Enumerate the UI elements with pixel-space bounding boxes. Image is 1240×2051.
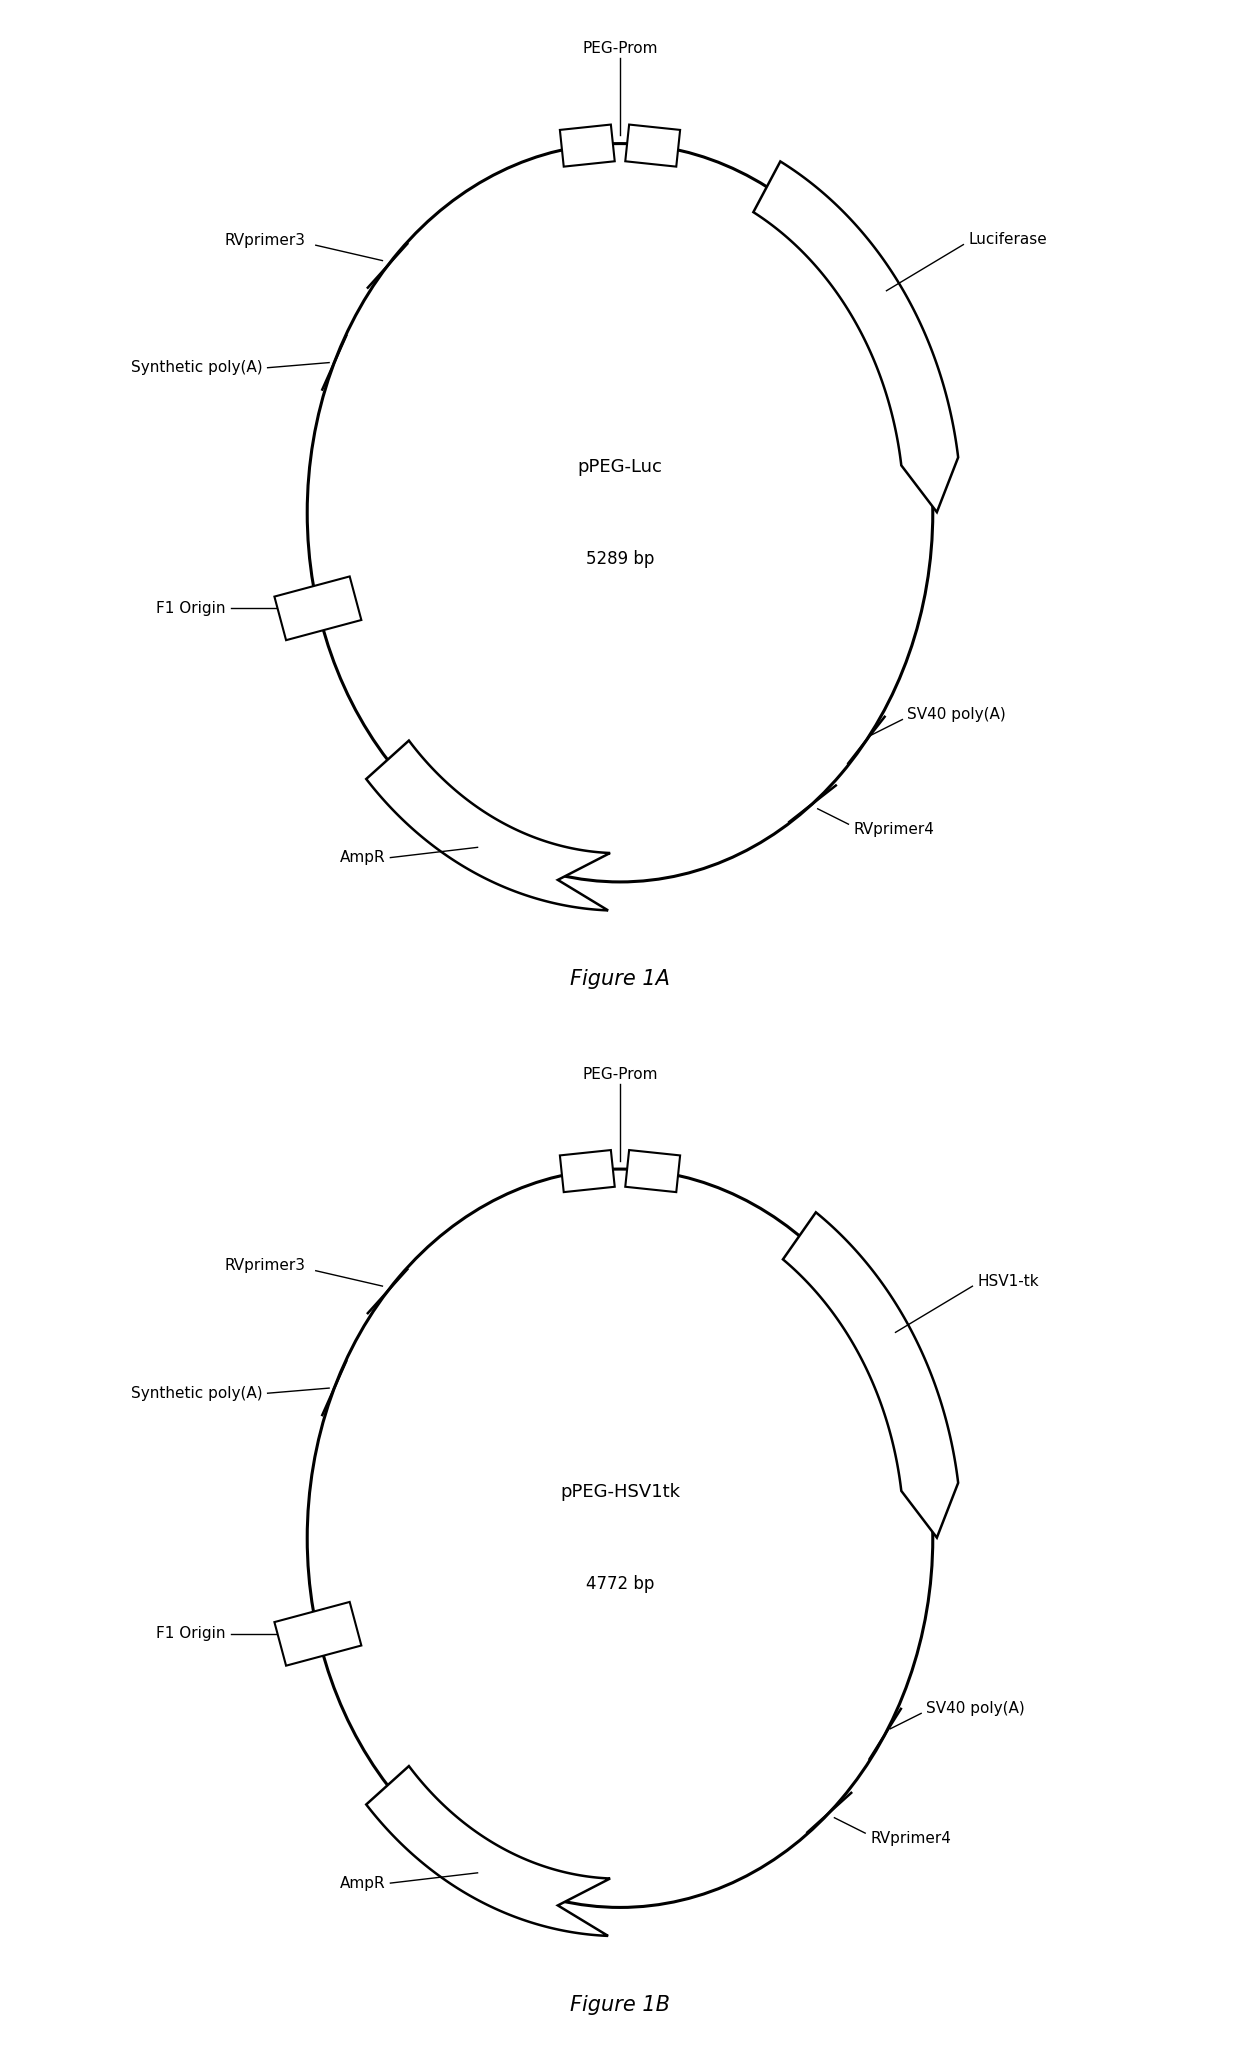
Polygon shape [366, 1766, 610, 1936]
Polygon shape [274, 1602, 361, 1665]
Text: Luciferase: Luciferase [968, 232, 1048, 246]
Text: PEG-Prom: PEG-Prom [583, 1067, 657, 1083]
Polygon shape [625, 1151, 680, 1192]
Text: PEG-Prom: PEG-Prom [583, 41, 657, 57]
Text: Synthetic poly(A): Synthetic poly(A) [131, 1386, 263, 1401]
Text: 5289 bp: 5289 bp [585, 550, 655, 568]
Polygon shape [560, 1151, 615, 1192]
Text: F1 Origin: F1 Origin [156, 601, 226, 615]
Text: RVprimer3: RVprimer3 [224, 1257, 305, 1274]
Text: HSV1-tk: HSV1-tk [977, 1274, 1039, 1288]
Polygon shape [366, 740, 610, 911]
Text: AmpR: AmpR [340, 849, 386, 866]
Polygon shape [625, 125, 680, 166]
Text: RVprimer3: RVprimer3 [224, 232, 305, 248]
Polygon shape [754, 162, 959, 513]
Text: RVprimer4: RVprimer4 [870, 1832, 951, 1846]
Text: AmpR: AmpR [340, 1875, 386, 1891]
Polygon shape [274, 576, 361, 640]
Text: F1 Origin: F1 Origin [156, 1626, 226, 1641]
Text: RVprimer4: RVprimer4 [853, 822, 935, 837]
Text: 4772 bp: 4772 bp [585, 1575, 655, 1594]
Polygon shape [560, 125, 615, 166]
Text: SV40 poly(A): SV40 poly(A) [908, 708, 1006, 722]
Text: Figure 1A: Figure 1A [570, 970, 670, 989]
Text: pPEG-Luc: pPEG-Luc [578, 457, 662, 476]
Text: Synthetic poly(A): Synthetic poly(A) [131, 361, 263, 375]
Text: SV40 poly(A): SV40 poly(A) [926, 1700, 1025, 1717]
Text: pPEG-HSV1tk: pPEG-HSV1tk [560, 1483, 680, 1501]
Polygon shape [782, 1212, 959, 1538]
Text: Figure 1B: Figure 1B [570, 1996, 670, 2014]
